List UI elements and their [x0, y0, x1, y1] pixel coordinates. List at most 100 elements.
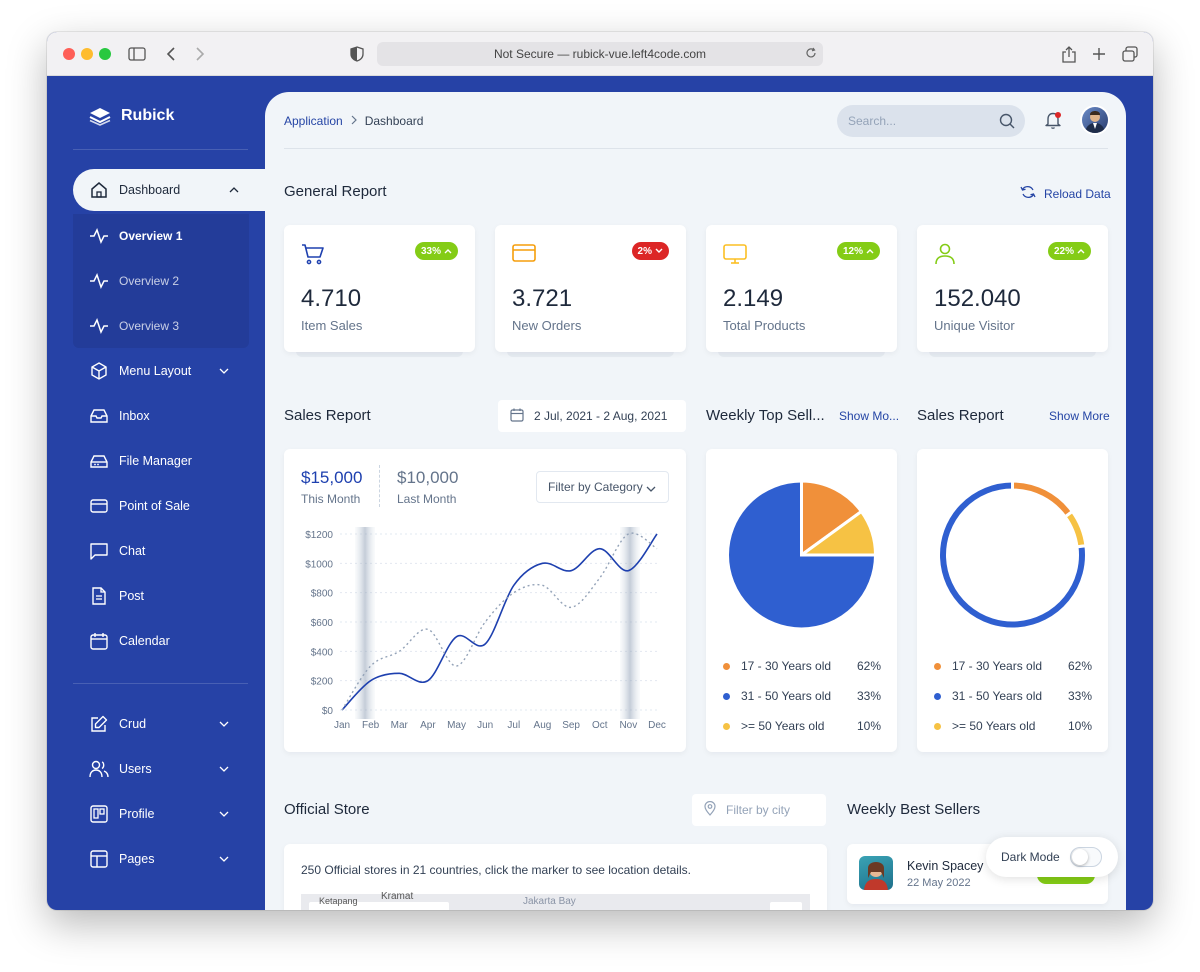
sidebar-item-label: Inbox — [119, 409, 150, 423]
legend-item: >= 50 Years old 10% — [723, 716, 881, 736]
legend-label: >= 50 Years old — [741, 719, 825, 733]
layers-icon — [89, 108, 111, 126]
pie-slice[interactable] — [1011, 479, 1075, 519]
privacy-shield-icon[interactable] — [347, 44, 367, 64]
general-report-title: General Report — [284, 183, 387, 200]
sales-report-2-card: 17 - 30 Years old 62% 31 - 50 Years old 33… — [917, 449, 1108, 752]
legend-item: 31 - 50 Years old 33% — [934, 686, 1092, 706]
pie-slice[interactable] — [1062, 509, 1088, 549]
reload-data-button[interactable]: Reload Data — [1020, 185, 1111, 202]
stat-card-unique-visitor[interactable]: 22% 152.040 Unique Visitor — [917, 225, 1108, 352]
maximize-window-button[interactable] — [99, 48, 111, 60]
pie-slice[interactable] — [800, 479, 864, 558]
credit-card-icon — [89, 496, 109, 516]
stat-card-total-products[interactable]: 12% 2.149 Total Products — [706, 225, 897, 352]
pie-slice[interactable] — [726, 479, 878, 631]
main-content: Application Dashboard Search... General … — [265, 92, 1126, 910]
map-zoom-control[interactable] — [770, 902, 802, 910]
sidebar-toggle-icon[interactable] — [127, 44, 147, 64]
sidebar-item-profile[interactable]: Profile — [73, 793, 263, 835]
share-icon[interactable] — [1059, 44, 1079, 64]
filter-by-category-dropdown[interactable]: Filter by Category — [536, 471, 669, 503]
sidebar-item-overview-2[interactable]: Overview 2 — [73, 259, 249, 303]
sidebar-item-label: Post — [119, 589, 145, 603]
avatar[interactable] — [1082, 107, 1108, 133]
bell-icon[interactable] — [1045, 111, 1061, 134]
sidebar-item-calendar[interactable]: Calendar — [73, 620, 263, 662]
x-tick-label: Jul — [507, 720, 520, 731]
back-icon[interactable] — [161, 44, 181, 64]
pie-slice[interactable] — [937, 479, 1088, 631]
weekly-best-sellers-title: Weekly Best Sellers — [847, 801, 981, 818]
search-icon[interactable] — [999, 113, 1015, 132]
x-tick-label: Oct — [592, 720, 608, 731]
show-more-link[interactable]: Show Mo... — [839, 409, 900, 423]
activity-icon — [89, 318, 109, 334]
sidebar-item-label: Crud — [119, 717, 147, 731]
minimize-window-button[interactable] — [81, 48, 93, 60]
chevron-right-icon — [351, 114, 357, 128]
sidebar-item-inbox[interactable]: Inbox — [73, 395, 263, 437]
x-tick-label: Nov — [619, 720, 637, 731]
sidebar-item-overview-3[interactable]: Overview 3 — [73, 304, 249, 348]
header-divider — [284, 148, 1108, 149]
stat-card-new-orders[interactable]: 2% 3.721 New Orders — [495, 225, 686, 352]
activity-icon — [89, 273, 109, 289]
sidebar-item-menu-layout[interactable]: Menu Layout — [73, 350, 263, 392]
reload-data-label: Reload Data — [1044, 186, 1111, 201]
filter-by-city-input[interactable]: Filter by city — [692, 794, 826, 826]
sidebar-item-users[interactable]: Users — [73, 748, 263, 790]
sidebar-item-dashboard[interactable]: Dashboard — [73, 169, 273, 211]
map-search-box[interactable] — [309, 902, 449, 910]
stat-card-item-sales[interactable]: 33% 4.710 Item Sales — [284, 225, 475, 352]
chevron-down-icon — [219, 762, 229, 776]
dark-mode-switch[interactable] — [1070, 847, 1102, 867]
calendar-icon — [89, 631, 109, 651]
dark-mode-toggle[interactable]: Dark Mode — [986, 837, 1118, 877]
sidebar-item-pages[interactable]: Pages — [73, 838, 263, 880]
stat-value: 3.721 — [512, 285, 573, 312]
sidebar-item-post[interactable]: Post — [73, 575, 263, 617]
sidebar-item-overview-1[interactable]: Overview 1 — [73, 214, 249, 258]
legend-value: 10% — [856, 719, 881, 733]
sidebar-item-point-of-sale[interactable]: Point of Sale — [73, 485, 263, 527]
monitor-icon — [723, 243, 747, 270]
browser-window: Not Secure — rubick-vue.left4code.com Ru… — [47, 32, 1153, 910]
weekly-top-sellers-title: Weekly Top Sell... — [706, 407, 825, 424]
stat-value: 152.040 — [934, 285, 1021, 312]
legend-label: 31 - 50 Years old — [952, 689, 1043, 703]
weekly-top-sellers-card: 17 - 30 Years old 62% 31 - 50 Years old 33… — [706, 449, 897, 752]
age-pie-chart — [726, 479, 878, 631]
legend-dot — [934, 722, 941, 730]
sidebar-item-file-manager[interactable]: File Manager — [73, 440, 263, 482]
map-label: Kramat — [381, 891, 414, 902]
inbox-icon — [89, 406, 109, 426]
show-more-link[interactable]: Show More — [1049, 409, 1110, 423]
forward-icon[interactable] — [190, 44, 210, 64]
sidebar-item-label: Chat — [119, 544, 146, 558]
sidebar-item-label: Profile — [119, 807, 155, 821]
brand-logo[interactable]: Rubick — [89, 106, 174, 126]
address-bar[interactable]: Not Secure — rubick-vue.left4code.com — [377, 42, 823, 66]
breadcrumb-application[interactable]: Application — [284, 114, 343, 128]
status-badge: 2% — [631, 242, 669, 260]
legend-dot — [934, 662, 941, 670]
tab-overview-icon[interactable] — [1120, 44, 1140, 64]
last-month-label: Last Month — [397, 492, 457, 506]
sidebar-item-crud[interactable]: Crud — [73, 703, 263, 745]
search-input[interactable]: Search... — [837, 105, 1025, 137]
map-label: Jakarta Bay — [523, 896, 576, 907]
close-window-button[interactable] — [63, 48, 75, 60]
new-tab-icon[interactable] — [1089, 44, 1109, 64]
sidebar-item-chat[interactable]: Chat — [73, 530, 263, 572]
date-range-input[interactable]: 2 Jul, 2021 - 2 Aug, 2021 — [498, 400, 686, 432]
stat-label: New Orders — [512, 318, 582, 333]
page-reload-icon[interactable] — [805, 47, 817, 62]
store-map[interactable]: Kramat Ketapang Jakarta Bay — [301, 891, 810, 910]
chevron-down-icon — [219, 807, 229, 821]
badge-value: 12% — [842, 245, 863, 257]
stat-label: Unique Visitor — [934, 318, 1015, 333]
y-tick-label: $200 — [311, 677, 334, 688]
map-pin-icon — [704, 800, 716, 819]
